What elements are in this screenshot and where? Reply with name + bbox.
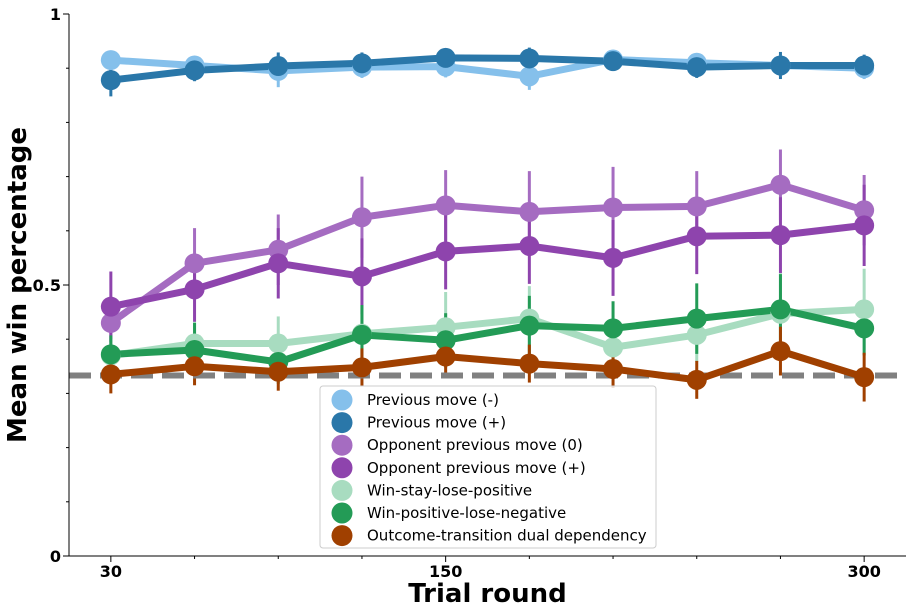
data-point xyxy=(854,215,875,236)
legend-label: Previous move (+) xyxy=(367,414,506,432)
data-point xyxy=(603,337,624,358)
data-point xyxy=(184,253,205,274)
data-point xyxy=(184,279,205,300)
series-line xyxy=(107,221,868,311)
data-point xyxy=(854,318,875,339)
series-line xyxy=(107,54,868,84)
data-point xyxy=(268,56,289,77)
axes: 00.51 30 150 300 xyxy=(33,5,906,581)
legend-box xyxy=(319,385,657,549)
data-point xyxy=(854,55,875,76)
legend-marker xyxy=(331,502,353,524)
data-point xyxy=(519,235,540,256)
legend-marker xyxy=(331,479,353,501)
legend-label: Win-stay-lose-positive xyxy=(367,481,532,499)
data-point xyxy=(351,324,372,345)
series-line xyxy=(107,305,868,366)
data-point xyxy=(603,318,624,339)
legend-item: Opponent previous move (0) xyxy=(331,434,583,456)
legend-item: Previous move (+) xyxy=(331,412,506,434)
y-tick-label: 1 xyxy=(50,5,61,24)
legend-label: Previous move (-) xyxy=(367,391,499,409)
data-point xyxy=(519,353,540,374)
legend-marker xyxy=(331,525,353,547)
legend-marker xyxy=(331,412,353,434)
data-point xyxy=(519,66,540,87)
series-lines xyxy=(107,54,868,384)
data-point xyxy=(519,201,540,222)
y-axis-title: Mean win percentage xyxy=(3,127,33,443)
data-point xyxy=(435,241,456,262)
data-point xyxy=(435,330,456,351)
legend-label: Opponent previous move (+) xyxy=(367,459,586,477)
x-tick-label: 150 xyxy=(429,562,462,581)
data-point xyxy=(435,195,456,216)
data-point xyxy=(351,207,372,228)
x-tick-label: 30 xyxy=(100,562,122,581)
y-tick-label: 0.5 xyxy=(33,276,61,295)
legend-label: Win-positive-lose-negative xyxy=(367,504,566,522)
series-points xyxy=(100,47,875,390)
data-point xyxy=(184,340,205,361)
legend-label: Outcome-transition dual dependency xyxy=(367,527,647,545)
data-point xyxy=(603,359,624,380)
y-tick-label: 0 xyxy=(50,547,61,566)
series-line xyxy=(107,305,868,359)
legend: Previous move (-) Previous move (+) Oppone… xyxy=(319,385,657,549)
data-point xyxy=(686,324,707,345)
data-point xyxy=(351,53,372,74)
data-point xyxy=(686,226,707,247)
legend-marker xyxy=(331,457,353,479)
data-point xyxy=(686,196,707,217)
legend-item: Previous move (-) xyxy=(331,389,499,411)
data-point xyxy=(603,197,624,218)
data-point xyxy=(435,346,456,367)
x-axis-title: Trial round xyxy=(408,579,566,609)
x-tick-label: 300 xyxy=(847,562,880,581)
data-point xyxy=(854,299,875,320)
x-ticks: 30 150 300 xyxy=(100,556,881,581)
data-point xyxy=(184,60,205,81)
data-point xyxy=(770,299,791,320)
data-point xyxy=(686,369,707,390)
error-bars xyxy=(109,47,866,402)
data-point xyxy=(100,312,121,333)
data-point xyxy=(100,364,121,385)
data-point xyxy=(519,315,540,336)
y-ticks: 00.51 xyxy=(33,5,69,566)
data-point xyxy=(770,174,791,195)
legend-marker xyxy=(331,434,353,456)
data-point xyxy=(519,48,540,69)
data-point xyxy=(770,225,791,246)
legend-item: Win-positive-lose-negative xyxy=(331,502,566,524)
series-line xyxy=(107,347,868,384)
data-point xyxy=(686,57,707,78)
data-point xyxy=(686,308,707,329)
data-point xyxy=(268,333,289,354)
data-point xyxy=(603,247,624,268)
data-point xyxy=(268,253,289,274)
data-point xyxy=(100,344,121,365)
data-point xyxy=(184,356,205,377)
data-point xyxy=(854,200,875,221)
data-point xyxy=(351,357,372,378)
legend-item: Opponent previous move (+) xyxy=(331,457,586,479)
data-point xyxy=(100,296,121,317)
data-point xyxy=(854,367,875,388)
series-line xyxy=(107,181,868,327)
data-point xyxy=(603,51,624,72)
data-point xyxy=(351,266,372,287)
data-point xyxy=(435,47,456,68)
legend-items: Previous move (-) Previous move (+) Oppone… xyxy=(331,389,647,547)
legend-item: Win-stay-lose-positive xyxy=(331,479,532,501)
legend-marker xyxy=(331,389,353,411)
data-point xyxy=(770,55,791,76)
legend-label: Opponent previous move (0) xyxy=(367,436,583,454)
data-point xyxy=(770,341,791,362)
data-point xyxy=(100,50,121,71)
data-point xyxy=(268,361,289,382)
legend-item: Outcome-transition dual dependency xyxy=(331,525,647,547)
data-point xyxy=(100,70,121,91)
